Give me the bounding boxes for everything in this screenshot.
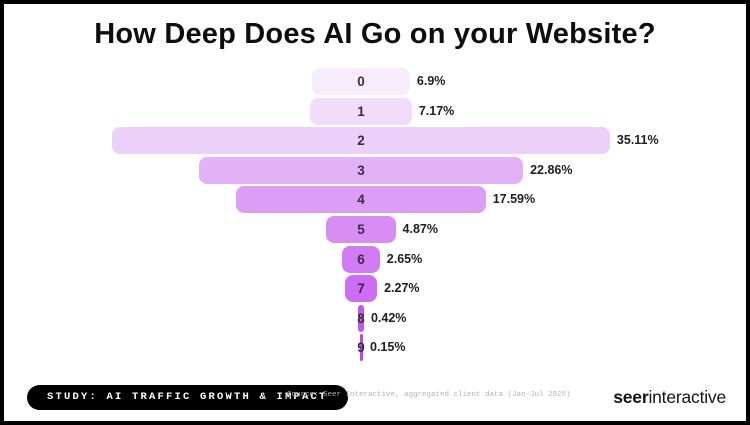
funnel-bar-level-6 xyxy=(342,245,380,273)
bar-category-label: 4 xyxy=(357,192,365,208)
bar-category-label: 9 xyxy=(357,340,365,356)
bar-value-label: 7.17% xyxy=(418,103,455,118)
bar-value-label: 2.27% xyxy=(384,281,420,296)
bar-value-label: 4.87% xyxy=(402,222,438,236)
bar-category-label: 7 xyxy=(357,281,365,297)
source-note: Source: Seer Interactive, aggregated cli… xyxy=(287,391,571,399)
funnel-bar-level-2 xyxy=(112,127,610,155)
study-badge-label: STUDY: AI TRAFFIC GROWTH & IMPACT xyxy=(47,391,328,403)
seer-logo-regular: interactive xyxy=(648,387,726,407)
bar-category-label: 1 xyxy=(357,103,365,119)
bar-value-label: 0.15% xyxy=(370,340,406,355)
bar-value-label: 17.59% xyxy=(492,192,536,207)
funnel-bar-level-9 xyxy=(359,334,363,362)
funnel-bar-level-1 xyxy=(310,97,412,125)
funnel-bar-level-3 xyxy=(198,156,524,184)
bar-value-label: 2.65% xyxy=(386,251,423,266)
funnel-bar-level-0 xyxy=(312,68,410,95)
bar-category-label: 5 xyxy=(357,222,365,237)
bar-category-label: 0 xyxy=(357,74,365,89)
seer-logo-bold: seer xyxy=(613,387,649,407)
funnel-bar-level-8 xyxy=(358,304,364,332)
bar-category-label: 3 xyxy=(357,162,365,178)
bar-value-label: 22.86% xyxy=(530,162,573,177)
study-badge: STUDY: AI TRAFFIC GROWTH & IMPACT xyxy=(27,385,348,410)
funnel-bar-level-4 xyxy=(236,186,486,214)
bar-category-label: 2 xyxy=(357,133,365,149)
funnel-bar-level-5 xyxy=(326,216,396,243)
chart-title: How Deep Does AI Go on your Website? xyxy=(94,18,656,50)
funnel-chart: 0 6.9% 1 7.17% 2 35.11% 3 22.86% 4 17.59% 5 4.87% 6 2… xyxy=(4,4,746,421)
bar-value-label: 0.42% xyxy=(370,310,407,325)
bar-category-label: 8 xyxy=(357,310,365,326)
bar-category-label: 6 xyxy=(357,251,365,267)
funnel-bar-level-7 xyxy=(344,275,378,303)
seer-logo: seerinteractive xyxy=(613,387,726,408)
bar-value-label: 6.9% xyxy=(416,74,446,88)
bar-value-label: 35.11% xyxy=(616,133,659,148)
